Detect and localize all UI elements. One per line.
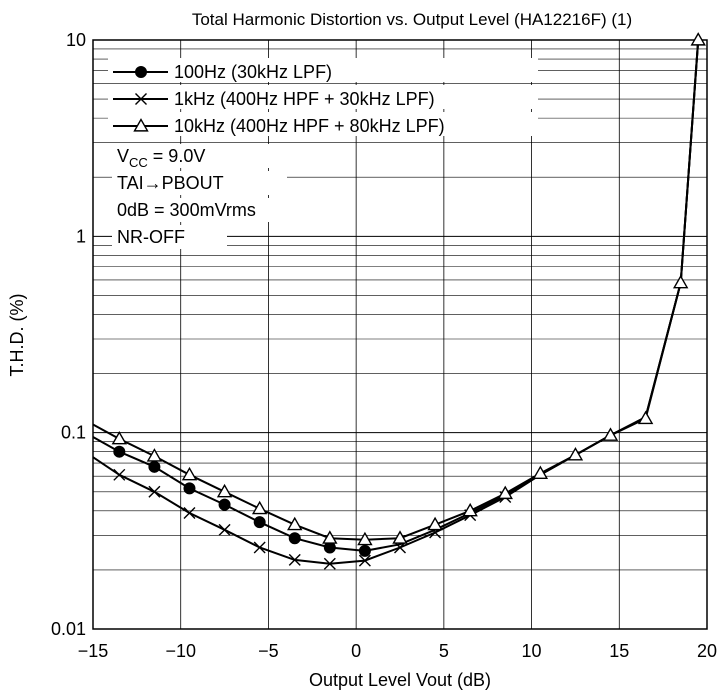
data-point-circle [288,532,301,545]
x-axis-ticks: −15 −10 −5 0 5 10 15 20 [78,641,717,661]
data-point-triangle [322,530,338,544]
series-layer [92,32,706,570]
condition-text: TAI→PBOUT [117,173,224,193]
legend-entry: 10kHz (400Hz HPF + 80kHz LPF) [108,112,538,136]
data-point-circle [358,544,371,557]
data-point-triangle [216,483,233,498]
data-point-triangle [287,516,303,531]
x-tick-label: 0 [351,641,361,661]
legend-entry: 1kHz (400Hz HPF + 30kHz LPF) [108,85,538,109]
legend-entry: 100Hz (30kHz LPF) [108,58,538,82]
condition-text: 0dB = 300mVrms [117,200,256,220]
test-conditions: VCC = 9.0V TAI→PBOUT 0dB = 300mVrms NR-OFF [112,144,322,249]
data-point-cross [183,506,196,519]
chart-title: Total Harmonic Distortion vs. Output Lev… [192,10,632,29]
data-point-cross [253,541,266,554]
data-point-cross [148,485,161,498]
data-point-triangle [532,465,549,480]
legend-label: 100Hz (30kHz LPF) [174,62,332,82]
y-tick-label: 0.01 [51,619,86,639]
y-tick-label: 10 [66,30,86,50]
x-axis-label: Output Level Vout (dB) [309,670,491,690]
data-point-cross [394,541,406,554]
y-axis-label: T.H.D. (%) [7,294,27,377]
x-tick-label: −5 [258,641,279,661]
x-tick-label: 15 [609,641,629,661]
x-tick-label: 20 [697,641,717,661]
data-point-circle [135,66,147,78]
data-point-triangle [672,274,689,289]
data-point-circle [148,460,161,473]
data-point-triangle [497,485,513,500]
data-point-cross [135,93,147,105]
data-point-triangle [462,502,478,517]
condition-text: NR-OFF [117,227,185,247]
y-tick-label: 0.1 [61,423,86,443]
data-point-cross [323,557,336,570]
y-tick-label: 1 [76,226,86,246]
data-point-triangle [602,427,619,441]
plot-grid [93,40,707,629]
data-point-triangle [251,500,268,515]
data-point-circle [183,482,196,495]
series-open-triangle [92,32,706,546]
data-point-circle [113,445,126,458]
data-point-triangle [637,410,654,425]
data-point-triangle [111,430,128,445]
x-tick-label: −15 [78,641,109,661]
data-point-triangle [133,118,149,132]
x-tick-label: −10 [165,641,196,661]
data-point-circle [253,516,266,529]
data-point-triangle [146,448,163,462]
y-axis-ticks: 0.01 0.1 1 10 [51,30,86,639]
data-point-cross [288,553,301,566]
plot-frame [92,39,708,630]
data-point-cross [113,468,126,481]
legend-label: 10kHz (400Hz HPF + 80kHz LPF) [174,116,445,136]
series-filled-circle [92,39,700,557]
data-point-circle [218,498,231,511]
data-point-cross [358,554,371,567]
data-point-triangle [567,447,584,461]
data-point-triangle [357,531,373,546]
data-point-triangle [427,516,443,531]
data-point-triangle [392,530,408,544]
data-point-cross [218,523,231,536]
data-point-triangle [690,32,706,46]
x-tick-label: 5 [439,641,449,661]
condition-text: VCC = 9.0V [117,146,205,170]
legend: 100Hz (30kHz LPF) 1kHz (400Hz HPF + 30kHz… [108,58,538,136]
legend-label: 1kHz (400Hz HPF + 30kHz LPF) [174,89,435,109]
data-point-triangle [181,466,198,481]
x-tick-label: 10 [522,641,542,661]
